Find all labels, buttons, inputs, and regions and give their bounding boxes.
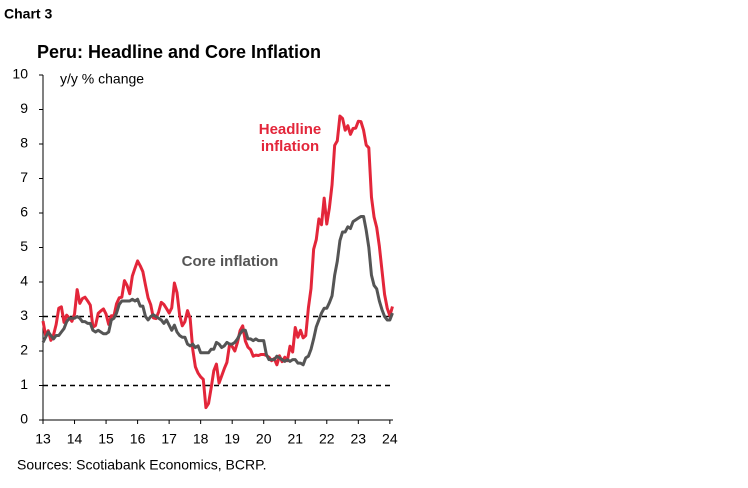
x-tick-label: 13	[35, 431, 51, 447]
x-tick-label: 23	[351, 431, 367, 447]
x-tick-label: 21	[287, 431, 303, 447]
x-tick-label: 22	[319, 431, 335, 447]
series-label: Headline inflation	[258, 121, 322, 155]
x-tick-label: 17	[161, 431, 177, 447]
y-tick-label: 4	[20, 273, 28, 289]
series-line	[41, 214, 394, 367]
y-tick-label: 10	[12, 66, 28, 82]
y-tick-label: 2	[20, 342, 28, 358]
y-tick-label: 9	[20, 100, 28, 116]
x-tick-label: 14	[67, 431, 83, 447]
y-tick-label: 7	[20, 169, 28, 185]
series-label: Core inflation	[181, 253, 279, 270]
source: Sources: Scotiabank Economics, BCRP.	[17, 457, 267, 473]
x-tick-label: 20	[256, 431, 272, 447]
x-tick-label: 16	[130, 431, 146, 447]
chart-title: Peru: Headline and Core Inflation	[37, 42, 321, 62]
y-tick-label: 3	[20, 307, 28, 323]
x-tick-label: 24	[382, 431, 398, 447]
y-axis-label: y/y % change	[60, 71, 144, 87]
x-tick-label: 19	[224, 431, 240, 447]
y-tick-label: 6	[20, 204, 28, 220]
y-tick-label: 5	[20, 238, 28, 254]
chart-label: Chart 3	[4, 6, 52, 22]
y-tick-label: 8	[20, 135, 28, 151]
x-tick-label: 18	[193, 431, 209, 447]
y-tick-label: 1	[20, 376, 28, 392]
y-tick-label: 0	[20, 411, 28, 427]
series-line	[41, 114, 394, 410]
x-tick-label: 15	[98, 431, 114, 447]
